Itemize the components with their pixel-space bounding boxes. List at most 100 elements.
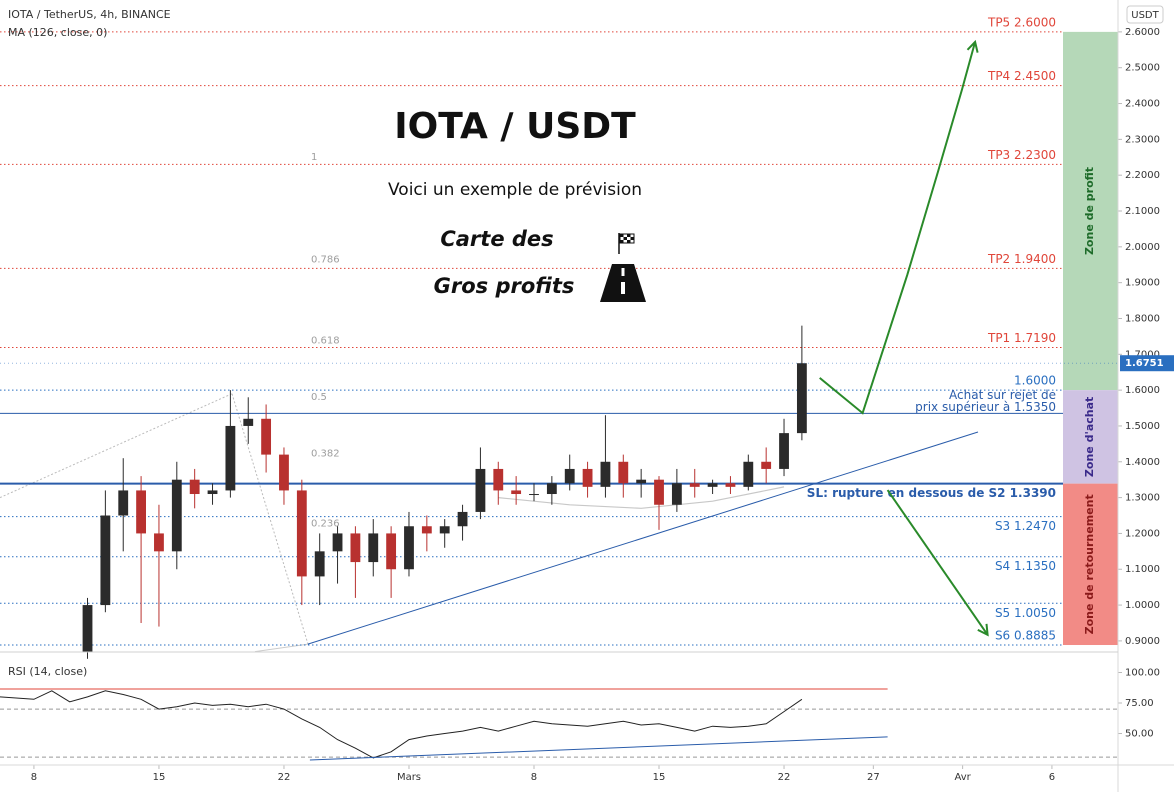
y-tick-label: 1.4000 — [1125, 457, 1160, 468]
x-tick-label: 15 — [153, 772, 166, 783]
y-tick-label: 1.8000 — [1125, 313, 1160, 324]
candle-body — [761, 461, 772, 469]
note-line: Gros profits — [434, 274, 575, 298]
candle-body — [350, 533, 361, 563]
x-tick-label: 6 — [1049, 772, 1055, 783]
level-label: S4 1.1350 — [995, 559, 1056, 573]
level-label: TP2 1.9400 — [987, 252, 1056, 266]
x-tick-label: 27 — [867, 772, 880, 783]
level-label: Achat sur rejet de — [949, 388, 1056, 402]
candle-body — [796, 363, 807, 434]
fib-label: 0.618 — [311, 335, 340, 346]
y-tick-label: 2.6000 — [1125, 27, 1160, 38]
candle-body — [689, 483, 700, 487]
y-tick-label: 1.6000 — [1125, 385, 1160, 396]
candle-body — [529, 494, 539, 496]
candle-body — [82, 605, 93, 652]
road-icon — [600, 264, 646, 302]
subtitle: Voici un exemple de prévision — [388, 180, 642, 200]
rsi-tick-label: 100.00 — [1125, 668, 1160, 679]
level-label: TP3 2.2300 — [987, 148, 1056, 162]
y-tick-label: 1.0000 — [1125, 600, 1160, 611]
zone-label: Zone de profit — [1083, 167, 1096, 255]
x-tick-label: Avr — [954, 772, 971, 783]
zone — [1063, 390, 1118, 484]
level-label: S6 0.8885 — [995, 629, 1056, 643]
y-tick-label: 2.0000 — [1125, 242, 1160, 253]
candle-body — [493, 468, 504, 491]
y-tick-label: 1.5000 — [1125, 421, 1160, 432]
candle-body — [404, 526, 414, 570]
candle-body — [546, 483, 557, 495]
y-tick-label: 1.1000 — [1125, 564, 1160, 575]
candle-body — [100, 515, 111, 606]
trendline — [307, 431, 979, 645]
candle-body — [136, 490, 147, 534]
rsi-legend: RSI (14, close) — [8, 665, 87, 678]
arrow — [886, 489, 989, 636]
x-tick-label: 15 — [653, 772, 666, 783]
rsi-tick-label: 50.00 — [1125, 729, 1154, 740]
candle-body — [725, 483, 736, 487]
candle-body — [618, 461, 629, 484]
headline: IOTA / USDT — [394, 106, 636, 147]
zone — [1063, 31, 1118, 391]
currency: USDT — [1131, 10, 1159, 21]
arrow-head — [966, 39, 979, 53]
y-tick-label: 2.2000 — [1125, 170, 1160, 181]
candle-body — [279, 454, 289, 491]
symbol-title: IOTA / TetherUS, 4h, BINANCE — [8, 8, 171, 21]
fib-label: 0.382 — [311, 449, 340, 460]
fib-label: 0.236 — [311, 519, 340, 530]
candle-body — [421, 526, 432, 534]
level-label: TP4 2.4500 — [987, 69, 1056, 83]
level-label: SL: rupture en dessous de S2 1.3390 — [807, 486, 1056, 500]
currency-box[interactable] — [1126, 5, 1164, 24]
x-tick-label: 22 — [778, 772, 791, 783]
fib-label: 1 — [311, 152, 317, 163]
zone-label: Zone d'achat — [1083, 397, 1096, 477]
level-label: S5 1.0050 — [995, 606, 1056, 620]
level-label: 1.6000 — [1014, 374, 1056, 388]
candle-body — [671, 483, 682, 505]
ma-line — [498, 486, 785, 509]
y-tick-label: 1.3000 — [1125, 493, 1160, 504]
candle-body — [600, 461, 611, 487]
level-label: S3 1.2470 — [995, 519, 1056, 533]
candle-body — [207, 490, 218, 495]
candle-body — [439, 526, 450, 534]
y-tick-label: 2.5000 — [1125, 63, 1160, 74]
candle-body — [332, 533, 343, 552]
candle-body — [457, 511, 468, 527]
x-tick-label: 22 — [278, 772, 291, 783]
y-tick-label: 1.9000 — [1125, 278, 1160, 289]
candle-body — [511, 490, 522, 495]
arrow — [819, 41, 977, 415]
candle-body — [171, 479, 182, 552]
x-tick-label: Mars — [397, 772, 421, 783]
candle-body — [779, 433, 789, 469]
candle-body — [296, 490, 307, 577]
flag-icon — [618, 233, 635, 254]
x-tick-label: 8 — [31, 772, 37, 783]
rsi-trendline — [309, 736, 888, 761]
candle-body — [636, 479, 647, 484]
y-tick-label: 2.3000 — [1125, 134, 1160, 145]
candle-body — [314, 551, 325, 577]
note-line: Carte des — [440, 227, 553, 251]
candle-body — [475, 468, 486, 512]
candle-body — [189, 479, 200, 495]
rsi-tick-label: 75.00 — [1125, 698, 1154, 709]
rsi-line — [0, 690, 803, 759]
candle-body — [243, 418, 254, 426]
zone-label: Zone de retournement — [1083, 494, 1096, 634]
candle-body — [368, 533, 379, 563]
fib-guide — [254, 643, 309, 653]
candle-body — [118, 490, 129, 516]
level-label: TP5 2.6000 — [987, 15, 1056, 29]
y-tick-label: 2.4000 — [1125, 99, 1160, 110]
level-label: TP1 1.7190 — [987, 331, 1056, 345]
level-label: prix supérieur à 1.5350 — [915, 400, 1056, 414]
candle-body — [261, 418, 272, 455]
